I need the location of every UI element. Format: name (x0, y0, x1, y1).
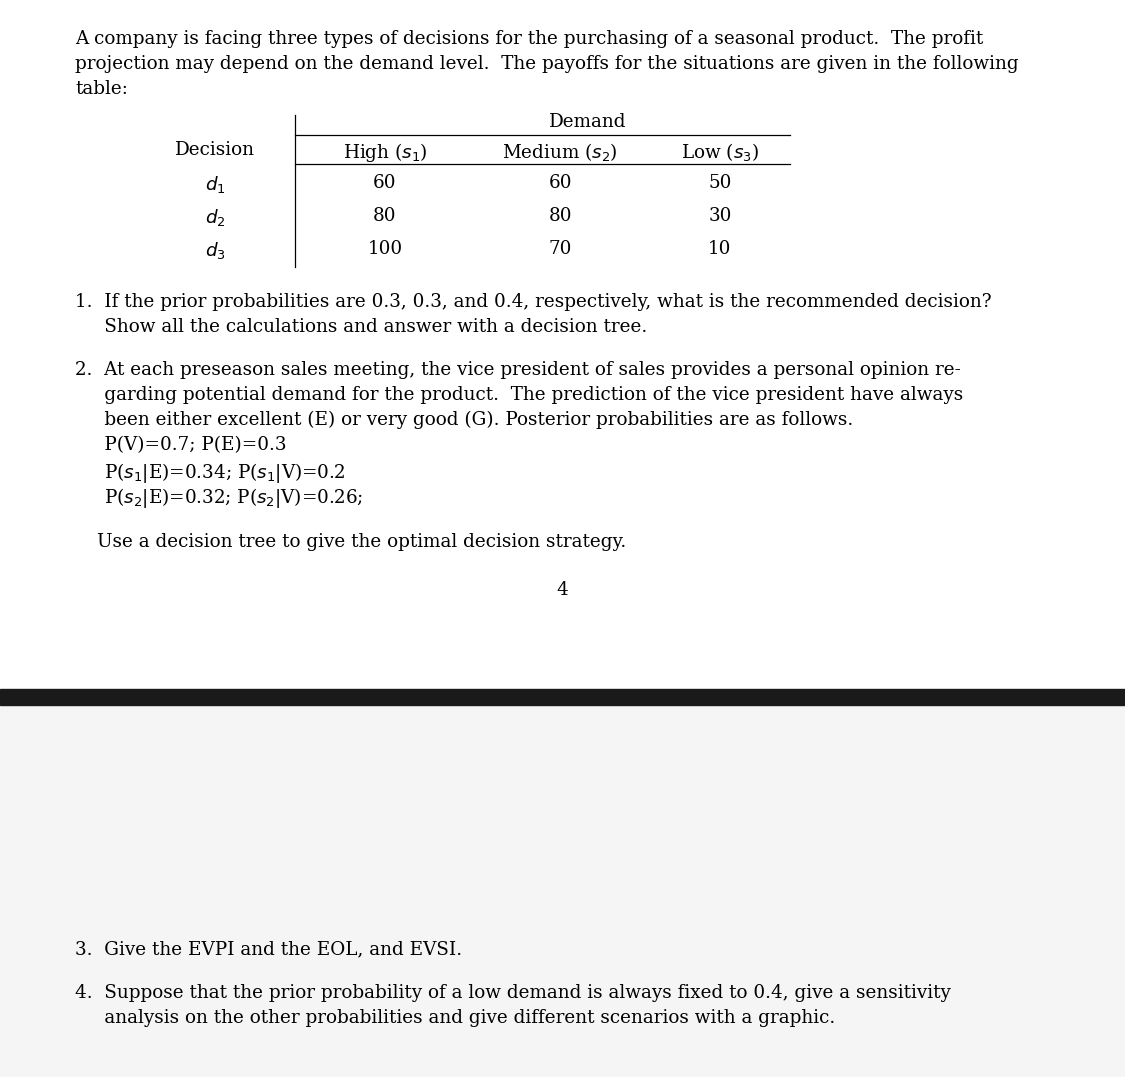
Text: 60: 60 (548, 174, 572, 192)
Text: analysis on the other probabilities and give different scenarios with a graphic.: analysis on the other probabilities and … (75, 1009, 835, 1027)
Text: 3.  Give the EVPI and the EOL, and EVSI.: 3. Give the EVPI and the EOL, and EVSI. (75, 940, 462, 959)
Bar (0, 0, 1125, 689)
Text: projection may depend on the demand level.  The payoffs for the situations are g: projection may depend on the demand leve… (75, 55, 1018, 73)
Text: High ($s_1$): High ($s_1$) (343, 141, 428, 164)
Text: 10: 10 (709, 240, 731, 258)
Text: 70: 70 (548, 240, 572, 258)
Text: 60: 60 (374, 174, 397, 192)
Text: 1.  If the prior probabilities are 0.3, 0.3, and 0.4, respectively, what is the : 1. If the prior probabilities are 0.3, 0… (75, 293, 991, 311)
Text: 100: 100 (368, 240, 403, 258)
Text: P($s_2$|E)=0.32; P($s_2$|V)=0.26;: P($s_2$|E)=0.32; P($s_2$|V)=0.26; (75, 486, 363, 510)
Text: table:: table: (75, 80, 128, 98)
Text: been either excellent (E) or very good (G). Posterior probabilities are as follo: been either excellent (E) or very good (… (75, 411, 853, 430)
Bar (0, 689, 1125, 705)
Text: 80: 80 (548, 207, 572, 225)
Bar (0, 705, 1125, 1077)
Text: 2.  At each preseason sales meeting, the vice president of sales provides a pers: 2. At each preseason sales meeting, the … (75, 361, 961, 379)
Text: 4: 4 (556, 581, 568, 599)
Text: Low ($s_3$): Low ($s_3$) (681, 141, 759, 163)
Text: 4.  Suppose that the prior probability of a low demand is always fixed to 0.4, g: 4. Suppose that the prior probability of… (75, 984, 951, 1002)
Text: Decision: Decision (176, 141, 255, 159)
Text: $d_2$: $d_2$ (205, 207, 225, 228)
Text: $d_3$: $d_3$ (205, 240, 225, 261)
Text: Demand: Demand (549, 113, 627, 131)
Text: Show all the calculations and answer with a decision tree.: Show all the calculations and answer wit… (75, 318, 647, 336)
Text: 30: 30 (709, 207, 731, 225)
Text: 80: 80 (374, 207, 397, 225)
Text: P($s_1$|E)=0.34; P($s_1$|V)=0.2: P($s_1$|E)=0.34; P($s_1$|V)=0.2 (75, 461, 345, 485)
Text: Medium ($s_2$): Medium ($s_2$) (502, 141, 618, 163)
Text: garding potential demand for the product.  The prediction of the vice president : garding potential demand for the product… (75, 386, 963, 404)
Text: P(V)=0.7; P(E)=0.3: P(V)=0.7; P(E)=0.3 (75, 436, 287, 454)
Text: $d_1$: $d_1$ (205, 174, 225, 195)
Text: Use a decision tree to give the optimal decision strategy.: Use a decision tree to give the optimal … (97, 533, 627, 551)
Text: A company is facing three types of decisions for the purchasing of a seasonal pr: A company is facing three types of decis… (75, 30, 983, 48)
Text: 50: 50 (709, 174, 731, 192)
